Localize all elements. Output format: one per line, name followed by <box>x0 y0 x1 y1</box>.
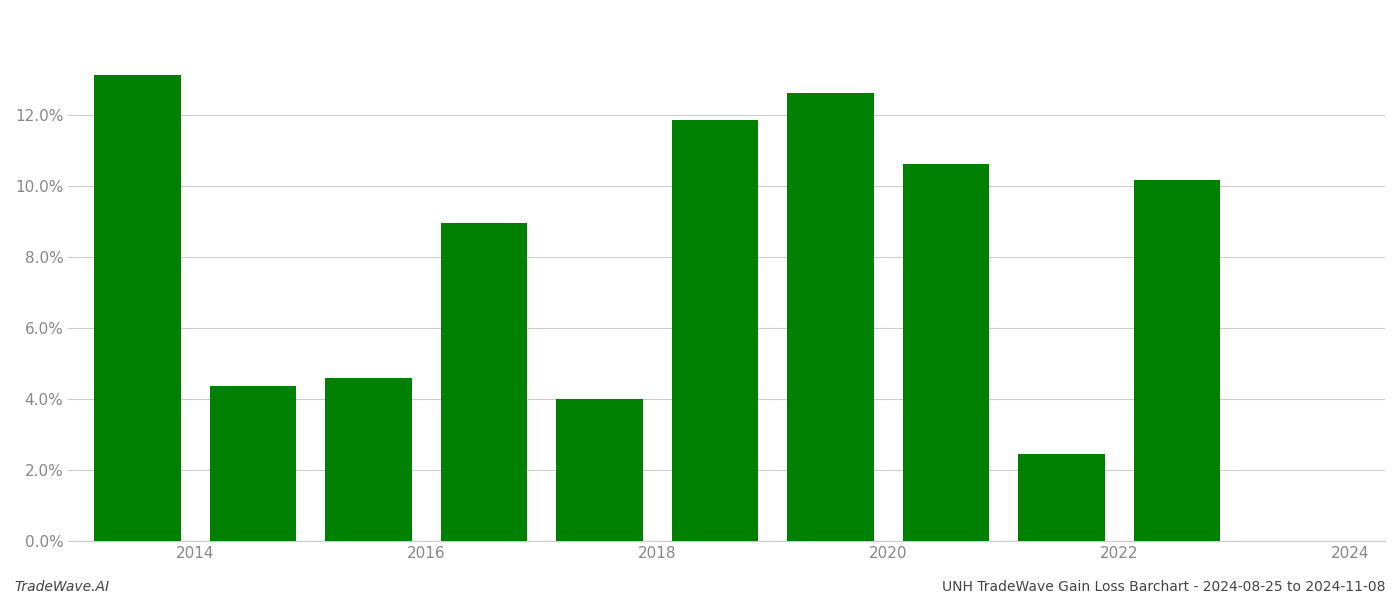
Bar <box>325 377 412 541</box>
Bar <box>1134 181 1221 541</box>
Bar <box>672 120 759 541</box>
Text: UNH TradeWave Gain Loss Barchart - 2024-08-25 to 2024-11-08: UNH TradeWave Gain Loss Barchart - 2024-… <box>942 580 1386 594</box>
Text: TradeWave.AI: TradeWave.AI <box>14 580 109 594</box>
Bar <box>1018 454 1105 541</box>
Bar <box>94 76 181 541</box>
Bar <box>903 164 990 541</box>
Bar <box>210 386 297 541</box>
Bar <box>556 399 643 541</box>
Bar <box>441 223 528 541</box>
Bar <box>787 93 874 541</box>
